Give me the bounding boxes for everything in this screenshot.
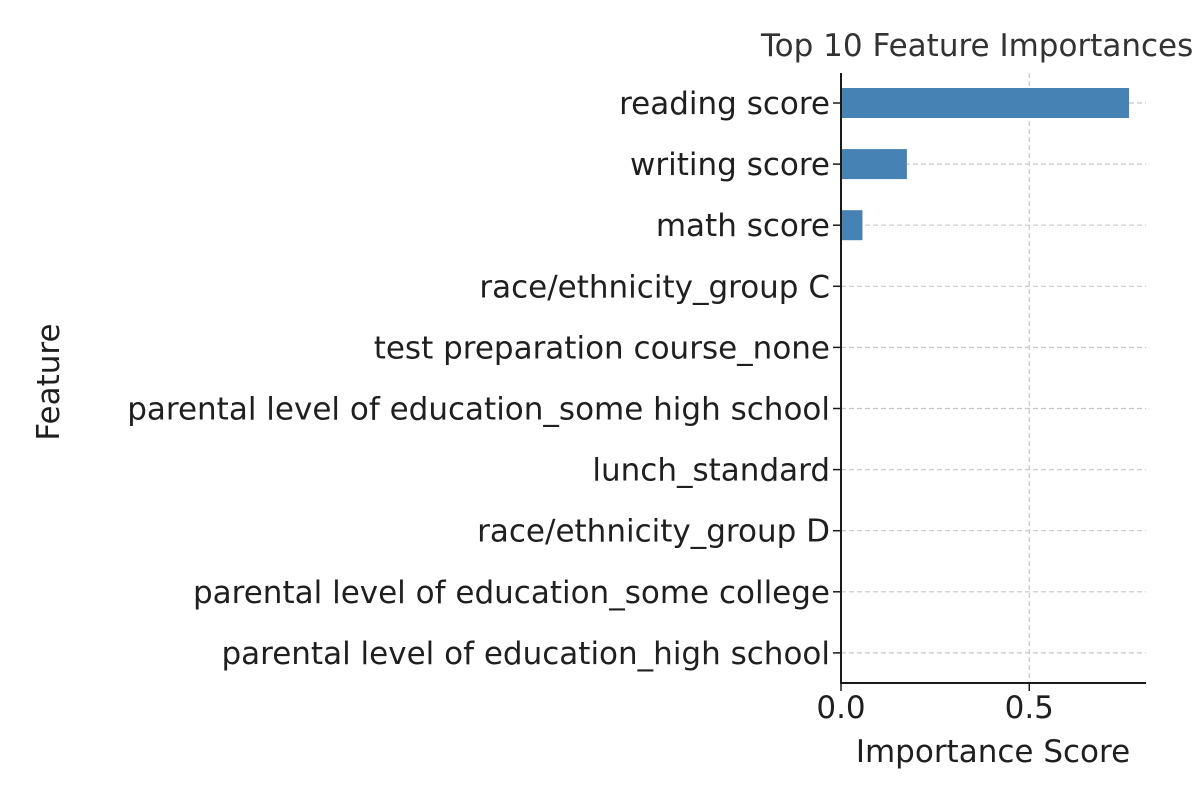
category-label: math score	[656, 208, 830, 244]
category-label: parental level of education_high school	[221, 636, 830, 672]
bar	[841, 88, 1130, 118]
category-label: reading score	[619, 86, 830, 122]
category-label: race/ethnicity_group C	[479, 269, 830, 305]
category-label: parental level of education_some high sc…	[127, 392, 830, 428]
ticks: 0.0 0.5	[816, 102, 1054, 726]
category-label: parental level of education_some college	[193, 575, 830, 611]
y-axis-title: Feature	[31, 323, 67, 440]
axes	[840, 73, 1146, 684]
x-tick-label: 0.0	[816, 690, 865, 726]
bar	[841, 210, 863, 241]
chart-title: Top 10 Feature Importances	[760, 28, 1193, 64]
category-label: writing score	[630, 147, 830, 183]
x-axis-title: Importance Score	[856, 734, 1130, 770]
category-label: race/ethnicity_group D	[477, 514, 830, 550]
category-label: test preparation course_none	[374, 330, 830, 366]
category-labels: reading score writing score math score race…	[127, 86, 830, 672]
x-tick-label: 0.5	[1005, 690, 1054, 726]
bar	[841, 149, 907, 180]
bars	[841, 88, 1130, 424]
category-label: lunch_standard	[592, 453, 830, 489]
